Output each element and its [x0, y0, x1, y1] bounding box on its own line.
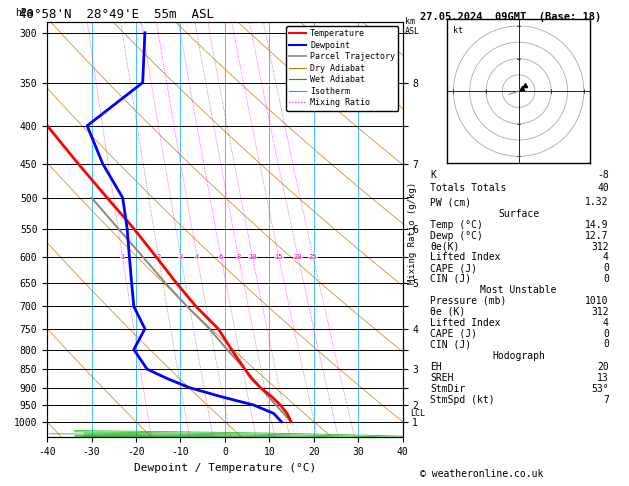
Text: 6: 6 [219, 254, 223, 260]
Text: CAPE (J): CAPE (J) [430, 263, 477, 273]
Text: -8: -8 [597, 170, 609, 179]
Text: 25: 25 [309, 254, 318, 260]
Text: 4: 4 [603, 252, 609, 262]
Text: Lifted Index: Lifted Index [430, 317, 501, 328]
Text: 13: 13 [597, 373, 609, 383]
Text: θe (K): θe (K) [430, 307, 465, 317]
Text: 20: 20 [597, 362, 609, 372]
Text: 1: 1 [120, 254, 125, 260]
Text: 40: 40 [597, 183, 609, 193]
Text: 0: 0 [603, 263, 609, 273]
Text: hPa: hPa [15, 8, 33, 17]
Text: CAPE (J): CAPE (J) [430, 329, 477, 339]
X-axis label: Dewpoint / Temperature (°C): Dewpoint / Temperature (°C) [134, 463, 316, 473]
Text: StmDir: StmDir [430, 384, 465, 394]
Text: Surface: Surface [498, 209, 539, 219]
Text: StmSpd (kt): StmSpd (kt) [430, 395, 495, 405]
Text: CIN (J): CIN (J) [430, 274, 472, 284]
Text: 27.05.2024  09GMT  (Base: 18): 27.05.2024 09GMT (Base: 18) [420, 12, 601, 22]
Text: 12.7: 12.7 [585, 231, 609, 241]
Text: Most Unstable: Most Unstable [481, 285, 557, 295]
Text: Pressure (mb): Pressure (mb) [430, 295, 507, 306]
Text: Mixing Ratio (g/kg): Mixing Ratio (g/kg) [408, 182, 416, 284]
Text: LCL: LCL [409, 409, 425, 418]
Text: Dewp (°C): Dewp (°C) [430, 231, 483, 241]
Text: 0: 0 [603, 329, 609, 339]
Text: EH: EH [430, 362, 442, 372]
Text: 0: 0 [603, 274, 609, 284]
Text: 1.32: 1.32 [585, 197, 609, 207]
Text: 3: 3 [179, 254, 183, 260]
Text: 8: 8 [237, 254, 241, 260]
Text: K: K [430, 170, 437, 179]
Text: 40°58'N  28°49'E  55m  ASL: 40°58'N 28°49'E 55m ASL [19, 8, 214, 21]
Text: 312: 312 [591, 242, 609, 252]
Text: kt: kt [454, 26, 464, 35]
Text: PW (cm): PW (cm) [430, 197, 472, 207]
Text: 53°: 53° [591, 384, 609, 394]
Text: 1010: 1010 [585, 295, 609, 306]
Text: km
ASL: km ASL [405, 17, 420, 36]
Text: 7: 7 [603, 395, 609, 405]
Text: Temp (°C): Temp (°C) [430, 220, 483, 230]
Text: θe(K): θe(K) [430, 242, 460, 252]
Text: SREH: SREH [430, 373, 454, 383]
Text: CIN (J): CIN (J) [430, 339, 472, 349]
Text: 15: 15 [274, 254, 283, 260]
Legend: Temperature, Dewpoint, Parcel Trajectory, Dry Adiabat, Wet Adiabat, Isotherm, Mi: Temperature, Dewpoint, Parcel Trajectory… [286, 26, 398, 111]
Text: 312: 312 [591, 307, 609, 317]
Text: 4: 4 [603, 317, 609, 328]
Text: Hodograph: Hodograph [492, 350, 545, 361]
Text: Totals Totals: Totals Totals [430, 183, 507, 193]
Text: Lifted Index: Lifted Index [430, 252, 501, 262]
Text: 4: 4 [195, 254, 199, 260]
Text: 2: 2 [157, 254, 160, 260]
Text: 0: 0 [603, 339, 609, 349]
Text: © weatheronline.co.uk: © weatheronline.co.uk [420, 469, 543, 479]
Text: 10: 10 [248, 254, 257, 260]
Text: 20: 20 [294, 254, 302, 260]
Text: 14.9: 14.9 [585, 220, 609, 230]
